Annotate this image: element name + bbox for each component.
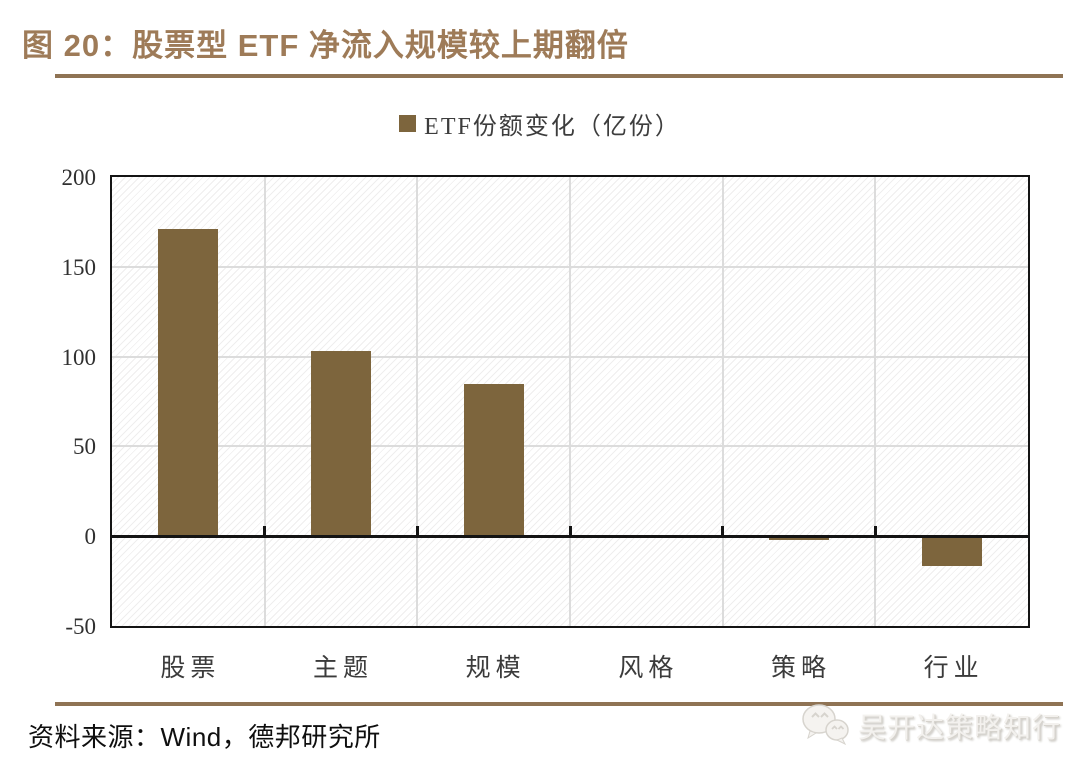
legend-swatch-icon xyxy=(399,115,417,132)
chart-legend: ETF份额变化（亿份） xyxy=(0,106,1080,141)
x-category-label: 规模 xyxy=(465,655,526,682)
bar-规模 xyxy=(463,383,524,537)
bar-股票 xyxy=(158,229,219,537)
x-axis-tick xyxy=(263,526,267,537)
y-tick-label: -50 xyxy=(65,614,96,639)
legend-label: ETF份额变化（亿份） xyxy=(424,114,681,140)
watermark-text: 吴开达策略知行 xyxy=(858,712,1062,743)
bar-行业 xyxy=(921,537,982,567)
bar-策略 xyxy=(769,537,829,541)
y-tick-label: 50 xyxy=(73,434,96,460)
y-tick-label: 0 xyxy=(84,524,97,550)
footer-divider xyxy=(55,702,1063,706)
x-axis: 股票 主题 规模 风格 策略 行业 xyxy=(0,648,1080,688)
bar-主题 xyxy=(311,351,371,537)
v-gridline xyxy=(416,177,419,626)
watermark: 吴开达策略知行 xyxy=(800,700,1076,752)
x-category-label: 主题 xyxy=(312,655,374,682)
x-axis-tick xyxy=(873,526,877,537)
y-axis: 200 150 100 50 0 -50 xyxy=(0,165,97,639)
x-category-label: 策略 xyxy=(770,655,832,682)
x-axis-tick xyxy=(721,526,725,537)
v-gridline xyxy=(569,177,571,626)
v-gridline xyxy=(263,177,266,626)
wechat-icon xyxy=(800,702,850,751)
x-axis-tick xyxy=(568,526,572,537)
v-gridline xyxy=(874,177,877,626)
title-divider xyxy=(55,74,1063,78)
zero-axis-line xyxy=(112,534,1028,538)
y-tick-label: 200 xyxy=(61,165,97,190)
x-category-label: 股票 xyxy=(160,655,221,682)
figure-title: 图 20：股票型 ETF 净流入规模较上期翻倍 xyxy=(22,28,629,63)
x-category-label: 行业 xyxy=(923,655,984,682)
v-gridline xyxy=(721,177,724,626)
plot-area xyxy=(110,175,1030,628)
y-tick-label: 150 xyxy=(61,254,97,280)
x-axis-tick xyxy=(415,526,419,537)
x-category-label: 风格 xyxy=(618,655,679,682)
y-tick-label: 100 xyxy=(61,344,97,370)
source-note: 资料来源：Wind，德邦研究所 xyxy=(28,722,381,752)
